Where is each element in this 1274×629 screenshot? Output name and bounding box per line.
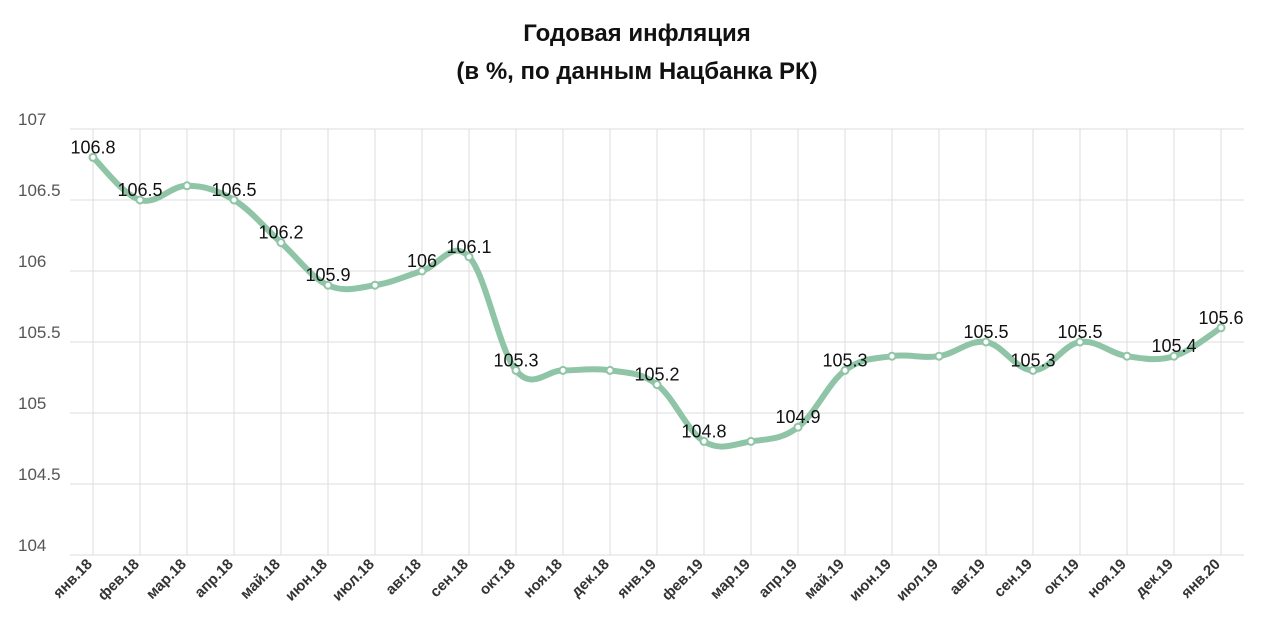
y-tick-label: 107 xyxy=(18,110,46,129)
data-label: 105.2 xyxy=(634,365,679,385)
x-tick-label: янв.19 xyxy=(614,556,660,602)
data-point xyxy=(229,195,239,205)
x-tick-label: апр.18 xyxy=(191,556,237,602)
data-point xyxy=(182,181,192,191)
data-point xyxy=(887,351,897,361)
x-tick-label: ноя.19 xyxy=(1084,556,1130,602)
data-point xyxy=(323,280,333,290)
data-point xyxy=(417,266,427,276)
data-label: 105.5 xyxy=(963,322,1008,342)
data-label: 106 xyxy=(407,251,437,271)
data-point xyxy=(511,365,521,375)
x-tick-label: мар.19 xyxy=(707,556,754,603)
data-label: 106.1 xyxy=(446,237,491,257)
points-layer xyxy=(88,152,1226,446)
x-tick-label: янв.20 xyxy=(1178,556,1224,602)
x-tick-label: май.19 xyxy=(801,556,848,603)
x-tick-label: июн.19 xyxy=(846,556,895,605)
data-point xyxy=(1169,351,1179,361)
x-tick-label: сен.19 xyxy=(991,556,1036,601)
x-tick-label: фев.18 xyxy=(95,556,143,604)
chart-subtitle: (в %, по данным Нацбанка РК) xyxy=(456,58,818,85)
data-point xyxy=(934,351,944,361)
data-point xyxy=(840,365,850,375)
data-point xyxy=(699,436,709,446)
x-tick-label: дек.18 xyxy=(568,556,613,601)
data-point xyxy=(1028,365,1038,375)
data-point xyxy=(1122,351,1132,361)
chart-title: Годовая инфляция xyxy=(523,20,751,47)
x-tick-label: фев.19 xyxy=(659,556,707,604)
y-tick-label: 106.5 xyxy=(18,181,61,200)
data-point xyxy=(605,365,615,375)
x-tick-label: окт.19 xyxy=(1040,556,1083,599)
data-label: 105.4 xyxy=(1151,336,1196,356)
x-tick-label: июл.19 xyxy=(893,556,942,605)
x-tick-label: авг.18 xyxy=(382,556,425,599)
x-tick-label: авг.19 xyxy=(946,556,989,599)
data-label: 105.3 xyxy=(1010,350,1055,370)
data-point xyxy=(652,380,662,390)
data-label: 106.5 xyxy=(211,180,256,200)
grid xyxy=(70,128,1244,556)
y-tick-label: 106 xyxy=(18,252,46,271)
y-tick-label: 105 xyxy=(18,394,46,413)
y-tick-label: 104.5 xyxy=(18,465,61,484)
data-label: 106.5 xyxy=(117,180,162,200)
data-label: 105.9 xyxy=(305,265,350,285)
data-point xyxy=(88,152,98,162)
x-tick-label: окт.18 xyxy=(476,556,519,599)
y-axis-ticks: 104 104.5 105 105.5 106 106.5 107 xyxy=(18,110,61,555)
data-label: 106.8 xyxy=(70,137,115,157)
data-point xyxy=(558,365,568,375)
data-point xyxy=(135,195,145,205)
data-label: 104.9 xyxy=(775,407,820,427)
data-point xyxy=(1075,337,1085,347)
x-tick-label: янв.18 xyxy=(50,556,96,602)
data-label: 105.3 xyxy=(493,350,538,370)
data-label: 105.5 xyxy=(1057,322,1102,342)
data-point xyxy=(370,280,380,290)
x-tick-label: сен.18 xyxy=(427,556,472,601)
data-point xyxy=(981,337,991,347)
data-label: 105.6 xyxy=(1198,308,1243,328)
x-tick-label: апр.19 xyxy=(755,556,801,602)
data-point xyxy=(464,252,474,262)
x-tick-label: дек.19 xyxy=(1132,556,1177,601)
data-point xyxy=(746,436,756,446)
data-point xyxy=(793,422,803,432)
data-label: 106.2 xyxy=(258,223,303,243)
x-tick-label: июл.18 xyxy=(329,556,378,605)
x-tick-label: ноя.18 xyxy=(520,556,566,602)
data-label: 104.8 xyxy=(681,421,726,441)
x-tick-label: июн.18 xyxy=(282,556,331,605)
y-tick-label: 104 xyxy=(18,536,46,555)
data-point xyxy=(1216,323,1226,333)
x-tick-label: мар.18 xyxy=(143,556,190,603)
data-label: 105.3 xyxy=(822,350,867,370)
y-tick-label: 105.5 xyxy=(18,323,61,342)
x-tick-label: май.18 xyxy=(237,556,284,603)
data-point xyxy=(276,238,286,248)
